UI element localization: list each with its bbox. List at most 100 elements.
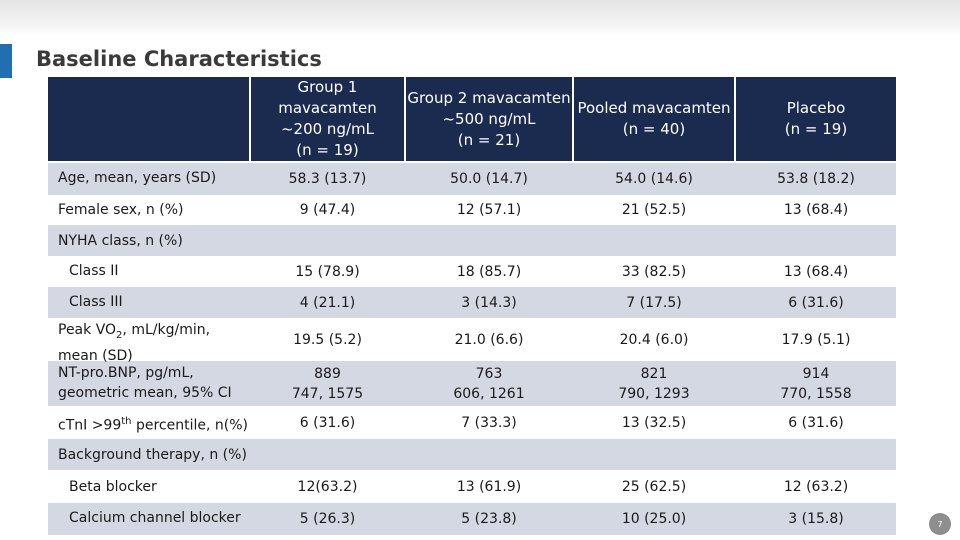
row-label-ctni: cTnI >99th percentile, n(%) xyxy=(58,412,248,434)
header-line: Pooled mavacamten xyxy=(577,99,731,117)
cell-age-placebo: 53.8 (18.2) xyxy=(736,163,896,195)
cell-value: 821 xyxy=(640,365,668,382)
row-bg-ctni xyxy=(48,406,896,439)
cell-class2-pooled: 33 (82.5) xyxy=(574,256,734,287)
label-subscript: 2 xyxy=(116,329,123,341)
column-header-pooled: Pooled mavacamten (n = 40) xyxy=(574,77,734,161)
cell-value: 20.4 (6.0) xyxy=(619,331,689,348)
cell-value: 53.8 (18.2) xyxy=(777,171,855,187)
cell-value: 13 (61.9) xyxy=(456,478,522,495)
label-text: , mL/kg/min, xyxy=(122,322,211,338)
cell-value: 770, 1558 xyxy=(780,385,852,402)
header-divider xyxy=(734,77,736,161)
cell-class2-group1: 15 (78.9) xyxy=(251,256,404,287)
row-bg-background xyxy=(48,439,896,470)
row-label-line: Peak VO2, mL/kg/min, xyxy=(58,320,210,346)
row-bg-class3 xyxy=(48,287,896,318)
header-line: (n = 40) xyxy=(622,120,686,138)
column-header-group2: Group 2 mavacamten ~500 ng/mL (n = 21) xyxy=(406,77,572,161)
row-label-ntprobnp: NT-pro.BNP, pg/mL, geometric mean, 95% C… xyxy=(58,363,232,403)
slide-title: Baseline Characteristics xyxy=(36,47,322,71)
cell-value: 15 (78.9) xyxy=(295,263,360,280)
page-number-badge: 7 xyxy=(929,513,951,535)
decorative-header-band xyxy=(0,0,960,36)
cell-ntprobnp-group2: 763 606, 1261 xyxy=(406,361,572,406)
cell-class3-placebo: 6 (31.6) xyxy=(736,287,896,318)
cell-beta-group2: 13 (61.9) xyxy=(406,470,572,503)
row-bg-ccb xyxy=(48,503,896,535)
cell-ctni-placebo: 6 (31.6) xyxy=(736,406,896,439)
row-label-class-iii: Class III xyxy=(69,294,123,310)
cell-age-pooled: 54.0 (14.6) xyxy=(574,163,734,195)
cell-value: 33 (82.5) xyxy=(621,263,687,280)
cell-female-group2: 12 (57.1) xyxy=(406,195,572,225)
cell-value: 5 (26.3) xyxy=(299,511,356,527)
table-header-corner xyxy=(48,77,249,161)
cell-beta-placebo: 12 (63.2) xyxy=(736,470,896,503)
row-label-line: geometric mean, 95% CI xyxy=(58,385,232,401)
header-line: (n = 19) xyxy=(296,141,359,159)
cell-value: 6 (31.6) xyxy=(788,294,844,311)
row-label-female: Female sex, n (%) xyxy=(58,202,184,218)
section-label-background-therapy: Background therapy, n (%) xyxy=(58,447,247,463)
cell-value: 3 (14.3) xyxy=(461,294,517,311)
row-label-peak-vo2: Peak VO2, mL/kg/min, mean (SD) xyxy=(58,320,210,364)
cell-value: 25 (62.5) xyxy=(621,478,687,495)
cell-value: 4 (21.1) xyxy=(299,294,356,311)
header-line: (n = 21) xyxy=(457,130,521,149)
cell-ccb-group1: 5 (26.3) xyxy=(251,503,404,535)
cell-value: 7 (17.5) xyxy=(626,294,682,311)
cell-value: 10 (25.0) xyxy=(621,511,687,527)
cell-value: 19.5 (5.2) xyxy=(293,331,362,348)
cell-vo2-group1: 19.5 (5.2) xyxy=(251,318,404,361)
cell-female-pooled: 21 (52.5) xyxy=(574,195,734,225)
cell-value: 9 (47.4) xyxy=(299,202,356,218)
row-label-line: mean (SD) xyxy=(58,347,133,364)
cell-class2-placebo: 13 (68.4) xyxy=(736,256,896,287)
header-line: Group 1 xyxy=(297,78,358,96)
cell-value: 54.0 (14.6) xyxy=(615,171,693,187)
column-header-group1: Group 1 mavacamten ~200 ng/mL (n = 19) xyxy=(251,77,404,161)
cell-female-placebo: 13 (68.4) xyxy=(736,195,896,225)
cell-value: 3 (15.8) xyxy=(788,511,844,527)
row-label-class-ii: Class II xyxy=(69,263,119,279)
header-divider xyxy=(572,77,574,161)
header-line: mavacamten xyxy=(278,99,377,117)
cell-vo2-group2: 21.0 (6.6) xyxy=(406,318,572,361)
row-bg-ntprobnp xyxy=(48,361,896,406)
row-label-line: NT-pro.BNP, pg/mL, xyxy=(58,365,194,381)
cell-value: 21.0 (6.6) xyxy=(454,331,524,348)
header-line: Placebo xyxy=(786,99,846,117)
cell-value: 5 (23.8) xyxy=(461,511,517,527)
label-text: Peak VO xyxy=(58,322,117,338)
cell-vo2-pooled: 20.4 (6.0) xyxy=(574,318,734,361)
row-bg-age xyxy=(48,163,896,195)
header-divider xyxy=(404,77,406,161)
cell-value: 12 (57.1) xyxy=(456,202,522,218)
cell-value: 914 xyxy=(802,365,830,382)
cell-beta-group1: 12(63.2) xyxy=(251,470,404,503)
header-line: (n = 19) xyxy=(784,120,848,138)
cell-ccb-placebo: 3 (15.8) xyxy=(736,503,896,535)
cell-class3-group1: 4 (21.1) xyxy=(251,287,404,318)
cell-ntprobnp-placebo: 914 770, 1558 xyxy=(736,361,896,406)
row-bg-peak-vo2 xyxy=(48,318,896,361)
title-accent-bar xyxy=(0,44,12,78)
cell-ccb-pooled: 10 (25.0) xyxy=(574,503,734,535)
cell-value: 747, 1575 xyxy=(291,385,364,402)
cell-age-group2: 50.0 (14.7) xyxy=(406,163,572,195)
row-bg-nyha xyxy=(48,225,896,256)
header-line: ~200 ng/mL xyxy=(280,120,374,138)
cell-value: 7 (33.3) xyxy=(461,414,517,431)
cell-value: 6 (31.6) xyxy=(788,414,844,431)
header-line: Group 2 mavacamten xyxy=(407,88,571,107)
cell-value: 763 xyxy=(475,365,503,382)
row-label-beta-blocker: Beta blocker xyxy=(69,479,157,495)
cell-class3-pooled: 7 (17.5) xyxy=(574,287,734,318)
row-bg-female xyxy=(48,195,896,225)
cell-value: 6 (31.6) xyxy=(299,414,356,431)
cell-value: 889 xyxy=(314,365,341,382)
label-text: percentile, n(%) xyxy=(131,417,248,434)
cell-vo2-placebo: 17.9 (5.1) xyxy=(736,318,896,361)
cell-value: 790, 1293 xyxy=(618,385,690,402)
